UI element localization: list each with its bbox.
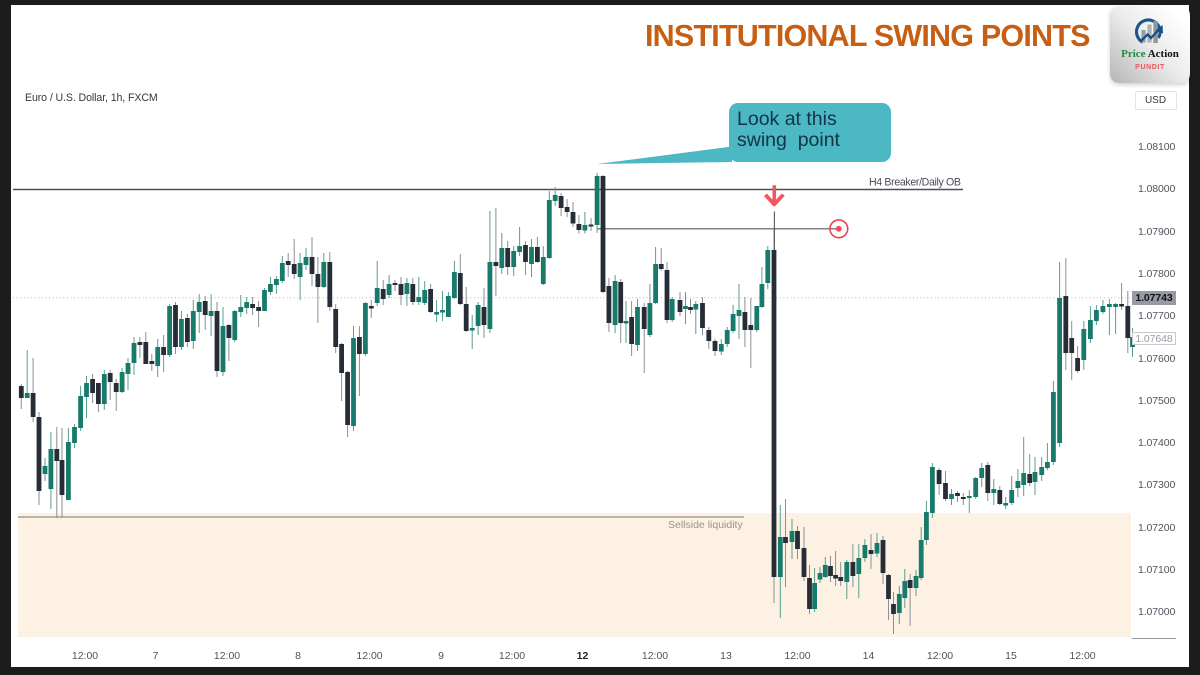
svg-text:H4 Breaker/Daily OB: H4 Breaker/Daily OB [869,177,961,189]
